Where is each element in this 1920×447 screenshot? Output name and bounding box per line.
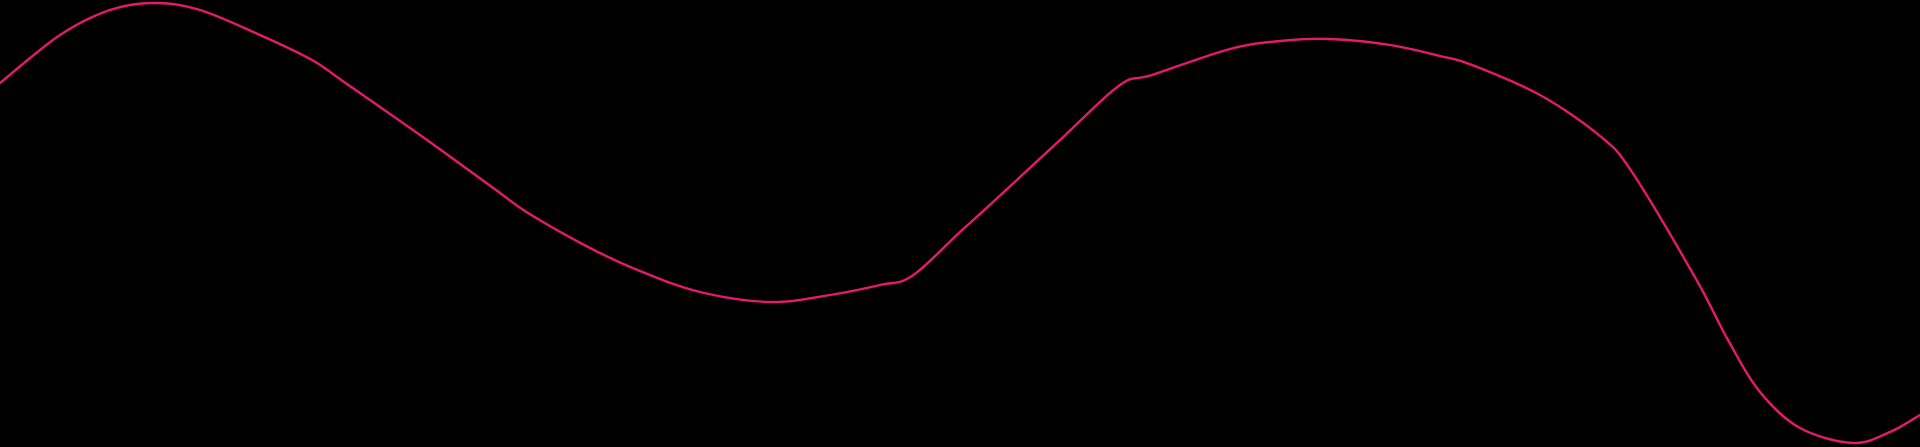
spline-curve — [0, 1, 1920, 445]
plot-area — [0, 1, 1920, 445]
curve-plot — [0, 1, 1920, 445]
